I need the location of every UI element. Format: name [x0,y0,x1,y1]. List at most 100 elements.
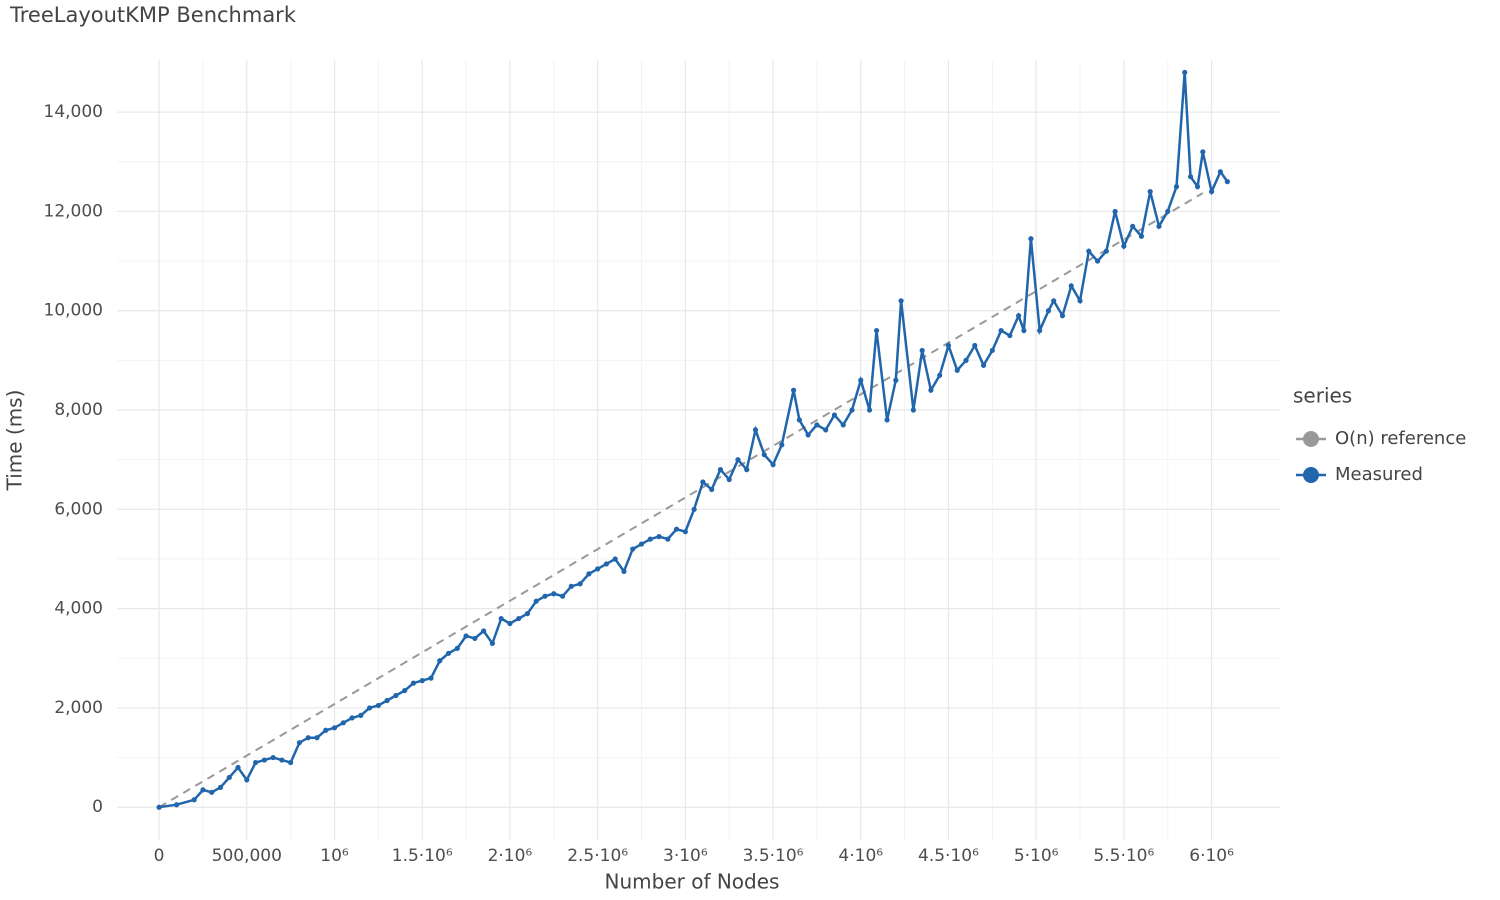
x-tick-label: 2.5·10⁶ [567,846,628,866]
point [1138,233,1145,239]
point [972,342,978,349]
point [928,387,934,393]
series-line [158,192,1204,809]
point [963,357,969,363]
point [1121,243,1127,249]
point [1187,174,1194,180]
point [358,712,364,718]
point [998,327,1004,334]
point [1094,258,1101,264]
y-tick-label: 14,000 [44,102,103,122]
point [1194,184,1201,190]
point [866,407,873,413]
x-tick-label: 5·10⁶ [1014,846,1059,866]
point [603,561,610,567]
point [402,687,408,694]
point [524,610,531,617]
point [349,715,355,721]
point [419,678,425,684]
point [770,462,776,468]
point [498,615,504,622]
point [1028,236,1034,242]
point [288,759,294,766]
point [1068,283,1074,289]
y-tick-label: 0 [92,797,103,817]
point [779,442,785,448]
point [691,506,697,512]
point [1045,308,1052,314]
point [261,757,267,763]
point [717,467,724,473]
point [673,526,680,532]
point [314,735,320,741]
point [235,764,241,771]
x-tick-label: 6·10⁶ [1189,846,1234,866]
point [1224,179,1230,185]
y-tick-label: 2,000 [54,698,103,718]
legend-title: series [1293,384,1352,408]
y-axis-title: Time (ms) [3,390,27,492]
point [1007,332,1013,339]
legend-key [1303,431,1319,447]
point [551,591,557,597]
point [1086,248,1092,254]
point [656,534,662,540]
point [1165,208,1171,215]
point [428,675,434,681]
point [665,536,671,542]
point [1173,184,1180,190]
point [586,571,592,577]
point [393,692,399,699]
point [752,427,759,433]
x-axis-title: Number of Nodes [605,870,780,894]
point [279,757,285,763]
point [1208,188,1215,195]
point [744,467,750,473]
point [873,327,880,334]
point [445,650,452,656]
x-tick-label: 500,000 [212,846,282,866]
point [472,635,478,642]
point [612,556,618,562]
point [1147,188,1153,195]
point [1059,313,1066,319]
point [437,658,443,664]
point [331,725,338,731]
y-tick-label: 12,000 [44,201,103,221]
point [226,774,232,781]
point [463,633,469,639]
point [1016,313,1022,319]
y-tick-label: 8,000 [54,400,103,420]
point [814,422,820,428]
point [217,784,224,790]
point [533,598,539,604]
point [577,581,583,587]
point [454,645,460,651]
point [1200,149,1206,155]
plot [156,69,1230,810]
point [735,457,741,463]
point [595,566,601,572]
point [1182,69,1188,76]
point [375,702,381,709]
point [893,377,899,383]
series-line [158,72,1229,809]
point [296,740,303,746]
point [630,546,636,552]
point [647,536,653,542]
x-tick-label: 3·10⁶ [663,846,708,866]
point [910,407,916,413]
point [366,705,373,711]
point [507,620,513,627]
point [568,583,574,589]
point [542,593,548,599]
point [252,759,259,766]
point [1112,208,1118,215]
legend-label: O(n) reference [1335,428,1466,449]
point [638,541,645,547]
point [621,568,627,574]
point [823,427,829,433]
x-tick-label: 4·10⁶ [838,846,883,866]
point [919,347,925,354]
